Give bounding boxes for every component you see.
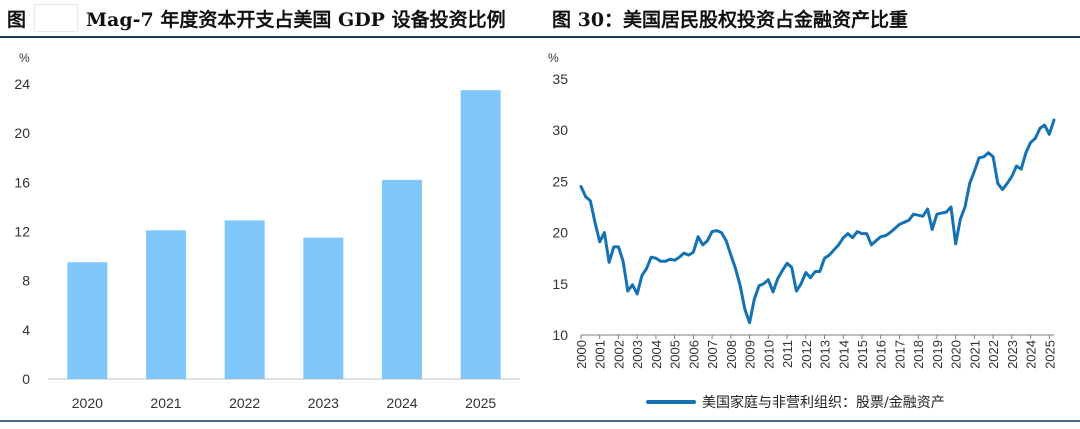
x-tick-label: 2011 [780, 340, 795, 368]
x-tick-label: 2005 [668, 340, 683, 369]
y-tick-label: 0 [22, 371, 30, 387]
title-separator [0, 36, 1080, 38]
y-tick-label: 4 [22, 322, 30, 338]
bar-2021 [146, 230, 186, 379]
x-tick-label: 2001 [593, 340, 608, 369]
y-unit-label: % [19, 51, 30, 65]
x-tick-label: 2022 [986, 340, 1001, 369]
line-chart-legend: 美国家庭与非营利组织：股票/金融资产 [646, 392, 945, 412]
left-figure-label: 图 [7, 9, 27, 31]
y-tick-label: 24 [14, 76, 30, 92]
x-tick-label: 2016 [874, 340, 889, 369]
bar-2022 [224, 220, 265, 379]
y-tick-label: 20 [14, 125, 30, 141]
x-tick-label: 2015 [855, 340, 870, 369]
x-tick-label: 2010 [761, 340, 776, 369]
y-unit-label: % [548, 51, 559, 65]
x-tick-label: 2004 [649, 340, 664, 369]
bar-2025 [460, 90, 501, 379]
x-tick-label: 2025 [465, 395, 496, 411]
y-tick-label: 12 [14, 224, 30, 240]
x-tick-label: 2000 [574, 340, 589, 369]
x-tick-label: 2019 [930, 340, 945, 369]
x-tick-label: 2002 [611, 340, 626, 369]
legend-swatch [646, 400, 696, 404]
x-tick-label: 2020 [72, 395, 103, 411]
x-tick-label: 2025 [1042, 340, 1057, 369]
x-tick-label: 2007 [705, 340, 720, 369]
x-tick-label: 2023 [1005, 340, 1020, 369]
right-chart-title: 图 30：美国居民股权投资占金融资产比重 [552, 9, 909, 31]
y-tick-label: 15 [552, 276, 568, 292]
y-tick-label: 35 [552, 71, 568, 87]
x-tick-label: 2003 [630, 340, 645, 369]
x-tick-label: 2012 [799, 340, 814, 369]
y-tick-label: 25 [552, 173, 568, 189]
series-line [579, 118, 1056, 325]
x-tick-label: 2014 [836, 340, 851, 369]
bar-2020 [67, 262, 108, 379]
y-tick-label: 30 [552, 122, 568, 138]
bar-2023 [303, 237, 344, 379]
x-tick-label: 2020 [949, 340, 964, 369]
x-tick-label: 2023 [308, 395, 339, 411]
x-tick-label: 2017 [892, 340, 907, 369]
x-tick-label: 2008 [724, 340, 739, 369]
x-tick-label: 2006 [686, 340, 701, 369]
x-tick-label: 2013 [818, 340, 833, 369]
bottom-rule [0, 420, 1080, 422]
title-bar: 图 Mag-7 年度资本开支占美国 GDP 设备投资比例 图 30：美国居民股权… [0, 0, 1080, 34]
x-tick-label: 2009 [743, 340, 758, 369]
x-tick-label: 2018 [911, 340, 926, 369]
x-tick-label: 2024 [386, 395, 417, 411]
x-tick-label: 2022 [229, 395, 260, 411]
y-tick-label: 20 [552, 225, 568, 241]
y-tick-label: 16 [14, 174, 30, 190]
legend-label: 美国家庭与非营利组织：股票/金融资产 [702, 395, 945, 411]
x-tick-label: 2021 [967, 340, 982, 369]
bar-2024 [382, 179, 422, 379]
y-tick-label: 8 [22, 273, 30, 289]
left-chart-title: Mag-7 年度资本开支占美国 GDP 设备投资比例 [86, 9, 506, 31]
y-tick-label: 10 [552, 327, 568, 343]
x-tick-label: 2024 [1024, 340, 1039, 369]
figure-number-placeholder [34, 4, 78, 32]
x-tick-label: 2021 [150, 395, 181, 411]
